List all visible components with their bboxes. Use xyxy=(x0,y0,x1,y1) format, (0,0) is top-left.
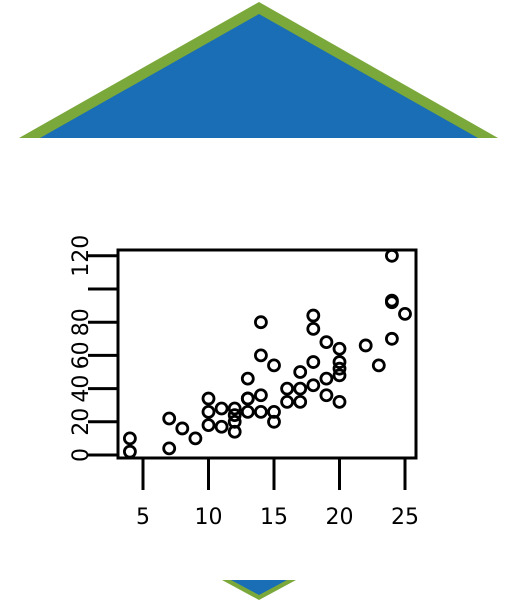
data-point xyxy=(293,365,308,379)
data-point xyxy=(122,431,137,446)
data-point xyxy=(253,388,268,403)
y-tick-label: 20 xyxy=(69,408,94,436)
data-point xyxy=(188,431,203,446)
data-point xyxy=(332,361,347,376)
data-point xyxy=(240,404,255,419)
data-point xyxy=(319,388,334,403)
data-point xyxy=(253,404,268,419)
y-axis: 0 20 40 60 80 120 xyxy=(69,235,120,462)
data-point xyxy=(293,381,308,396)
data-point xyxy=(122,444,137,459)
x-tick-label: 10 xyxy=(195,505,223,530)
data-point xyxy=(306,321,321,336)
data-point xyxy=(358,338,373,353)
data-point xyxy=(201,418,216,433)
top-triangle-fill xyxy=(40,14,478,138)
data-point xyxy=(227,414,242,429)
data-point xyxy=(306,355,321,369)
data-point xyxy=(240,391,255,406)
y-tick-label: 120 xyxy=(69,235,94,277)
data-point xyxy=(306,308,321,323)
data-point xyxy=(332,394,347,409)
x-axis: 5 10 15 20 25 xyxy=(136,456,419,530)
x-tick-label: 20 xyxy=(326,505,354,530)
data-point xyxy=(162,441,177,456)
data-point xyxy=(253,315,268,330)
data-point xyxy=(267,358,281,373)
data-point xyxy=(201,391,216,406)
data-point xyxy=(280,381,295,396)
data-point xyxy=(214,419,229,434)
bottom-triangle-decoration xyxy=(222,580,296,600)
y-tick-label: 60 xyxy=(69,341,94,369)
top-triangle-decoration xyxy=(19,2,498,138)
data-point xyxy=(253,348,268,363)
data-point xyxy=(319,335,334,350)
y-tick-label: 40 xyxy=(69,375,94,403)
data-point xyxy=(398,306,412,321)
data-point xyxy=(267,404,281,419)
x-tick-label: 25 xyxy=(391,505,419,530)
data-point xyxy=(201,404,216,419)
data-point xyxy=(384,248,399,263)
data-point xyxy=(227,408,242,423)
data-point xyxy=(319,371,334,386)
data-point xyxy=(384,331,399,346)
data-point xyxy=(384,293,399,308)
data-point xyxy=(214,401,229,416)
data-point xyxy=(240,371,255,386)
y-tick-label: 0 xyxy=(69,448,94,462)
data-point xyxy=(162,411,177,426)
x-tick-label: 5 xyxy=(136,505,150,530)
data-point xyxy=(280,394,295,409)
data-point xyxy=(332,341,347,356)
data-point xyxy=(227,401,242,416)
data-point xyxy=(332,355,347,369)
scatter-chart: 5 10 15 20 25 0 20 40 60 80 120 xyxy=(69,235,419,530)
x-tick-label: 15 xyxy=(260,505,288,530)
data-point xyxy=(175,421,190,436)
y-tick-label: 80 xyxy=(69,308,94,336)
data-points xyxy=(122,248,412,459)
data-point xyxy=(293,394,308,409)
data-point xyxy=(371,358,386,373)
bottom-triangle-fill xyxy=(231,580,287,595)
data-point xyxy=(332,368,347,383)
data-point xyxy=(306,378,321,393)
